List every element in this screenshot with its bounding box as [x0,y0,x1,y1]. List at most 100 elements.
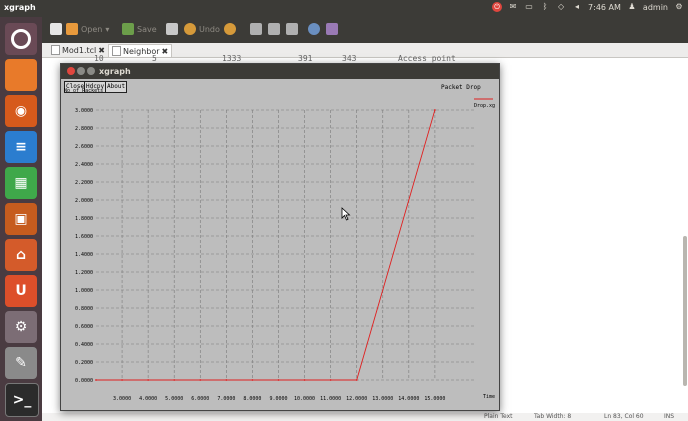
wifi-icon[interactable]: ◇ [557,2,565,11]
language-selector[interactable]: Plain Text [484,413,513,420]
cell: 343 [342,54,357,63]
y-tick-label: 2.4000 [75,162,93,168]
close-tab-icon[interactable]: ✖ [161,46,169,56]
y-tick-label: 1.8000 [75,216,93,222]
x-tick-label: 6.0000 [191,396,209,402]
user-icon: ♟ [628,2,636,11]
mail-icon[interactable]: ✉ [509,2,517,11]
insert-mode: INS [664,413,675,420]
tab-bar: Mod1.tcl ✖ Neighbor ✖ [42,43,688,58]
y-tick-label: 1.0000 [75,288,93,294]
x-tick-label: 9.0000 [269,396,287,402]
y-tick-label: 0.2000 [75,360,93,366]
data-point [147,379,150,381]
find-button[interactable] [308,23,320,35]
x-tick-label: 12.0000 [346,396,367,402]
tab-mod1[interactable]: Mod1.tcl ✖ [48,44,108,56]
tab-neighbor[interactable]: Neighbor ✖ [108,44,173,57]
tick-labels: 0.0000 0.2000 0.4000 0.6000 0.8000 1.0000 1.20… [75,108,445,402]
data-point [303,379,306,381]
bluetooth-icon[interactable]: ᛒ [542,2,548,11]
cursor-position: Ln 83, Col 60 [604,413,644,420]
redo-button[interactable] [224,23,236,35]
close-tab-icon[interactable]: ✖ [98,45,105,55]
y-axis-title: No of Packets [64,88,103,94]
save-button[interactable]: Save [122,23,157,35]
y-tick-label: 2.6000 [75,144,93,150]
x-tick-label: 5.0000 [165,396,183,402]
software-center-icon[interactable]: ⌂ [5,239,37,271]
maximize-window-icon[interactable] [87,67,95,75]
xgraph-titlebar[interactable]: xgraph [61,64,499,79]
x-tick-label: 10.0000 [294,396,315,402]
replace-button[interactable] [326,23,338,35]
files-icon[interactable] [5,59,37,91]
x-tick-label: 11.0000 [320,396,341,402]
volume-icon[interactable]: ◂ [575,2,580,11]
user-name[interactable]: admin [642,2,668,12]
y-tick-label: 3.0000 [75,108,93,114]
search-icon [308,23,320,35]
vertical-scrollbar[interactable] [683,236,687,386]
minimize-window-icon[interactable] [77,67,85,75]
x-axis-title: Time [483,394,495,400]
calc-icon[interactable]: ▦ [5,167,37,199]
terminal-icon[interactable]: >_ [5,383,39,417]
file-icon [112,46,121,56]
cell: 1333 [222,54,242,63]
paste-button[interactable] [286,23,298,35]
tab-label: Neighbor [123,46,160,56]
folder-icon [66,23,78,35]
about-button[interactable]: About [105,81,128,93]
y-tick-label: 1.6000 [75,234,93,240]
status-bar: Plain Text Tab Width: 8 Ln 83, Col 60 IN… [42,413,688,421]
data-point [121,379,123,381]
undo-icon [184,23,196,35]
cut-button[interactable] [250,23,262,35]
file-icon [51,45,60,55]
editor-toolbar: Open ▾ Save Undo [42,17,688,43]
dash-icon[interactable] [5,23,37,55]
window-title: xgraph [99,67,131,76]
series [95,109,436,381]
impress-icon[interactable]: ▣ [5,203,37,235]
new-button[interactable] [50,23,62,35]
undo-button[interactable]: Undo [184,23,220,35]
packet-drop-chart: No of Packets Packet Drop Drop.xg Time 0… [64,84,495,402]
x-tick-label: 13.0000 [372,396,393,402]
xgraph-window: xgraph Close Hdcpy About No of Packets P… [60,63,500,411]
x-tick-label: 15.0000 [424,396,445,402]
copy-icon [268,23,280,35]
x-tick-label: 3.0000 [113,396,131,402]
open-button[interactable]: Open ▾ [66,23,109,35]
power-icon[interactable]: ⏻ [492,2,503,12]
copy-button[interactable] [268,23,280,35]
y-tick-label: 0.4000 [75,342,93,348]
firefox-icon[interactable]: ◉ [5,95,37,127]
ubuntu-one-icon[interactable]: U [5,275,37,307]
paste-icon [286,23,298,35]
y-tick-label: 2.2000 [75,180,93,186]
data-point [173,379,176,381]
writer-icon[interactable]: ≡ [5,131,37,163]
series-line [96,109,436,381]
settings-icon[interactable]: ⚙ [5,311,37,343]
close-window-icon[interactable] [67,67,75,75]
data-point [355,379,358,381]
mouse-pointer-icon [341,207,351,221]
y-tick-label: 0.8000 [75,306,93,312]
grid [96,109,474,381]
y-tick-label: 1.4000 [75,252,93,258]
x-tick-label: 7.0000 [217,396,235,402]
gear-icon[interactable]: ⚙ [675,2,683,11]
text-editor-icon[interactable]: ✎ [5,347,37,379]
clock[interactable]: 7:46 AM [588,2,621,12]
cell: 10 [94,54,104,63]
data-point [251,379,254,381]
tab-label: Mod1.tcl [62,45,97,55]
tab-width-selector[interactable]: Tab Width: 8 [534,413,572,420]
print-button[interactable] [166,23,178,35]
battery-icon[interactable]: ▭ [525,2,533,11]
undo-label: Undo [199,24,220,34]
y-tick-label: 2.8000 [75,126,93,132]
